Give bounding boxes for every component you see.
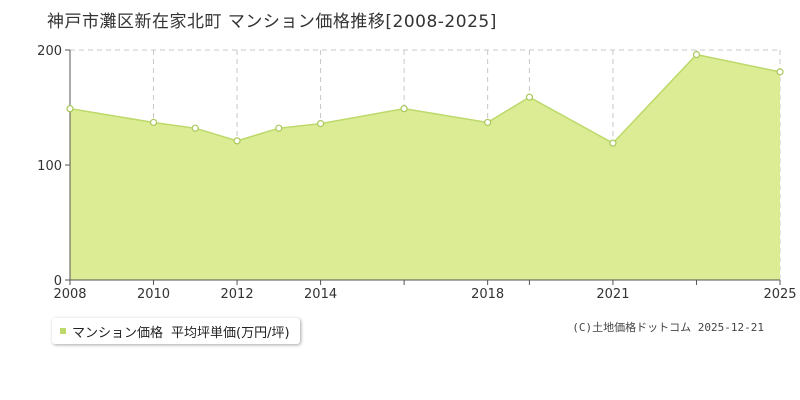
chart-title: 神戸市灘区新在家北町 マンション価格推移[2008-2025]	[47, 12, 497, 32]
legend-swatch	[60, 328, 66, 334]
data-point	[275, 124, 283, 132]
x-tick-label: 2025	[763, 287, 796, 302]
legend-unit-label: 平均坪単価(万円/坪)	[171, 325, 290, 341]
data-point	[149, 118, 158, 127]
y-tick-label: 200	[37, 44, 62, 59]
legend: マンション価格 平均坪単価(万円/坪)	[52, 318, 300, 344]
data-point	[316, 119, 325, 128]
points-layer	[66, 50, 784, 147]
series-line	[69, 53, 781, 145]
x-tick-label: 2018	[471, 287, 504, 302]
legend-series-label: マンション価格	[72, 325, 164, 341]
data-point	[400, 105, 408, 113]
x-tick-label: 2014	[304, 287, 337, 302]
data-point	[66, 105, 74, 113]
x-tick-label: 2010	[137, 287, 170, 302]
y-tick-label: 100	[37, 159, 62, 174]
data-point	[776, 68, 784, 76]
series-area	[70, 54, 780, 280]
data-point	[609, 139, 617, 147]
data-point	[191, 124, 199, 132]
x-tick-label: 2008	[53, 287, 86, 302]
copyright-text: (C)土地価格ドットコム 2025-12-21	[572, 321, 764, 334]
area-layer	[69, 53, 781, 280]
x-tick-label: 2012	[221, 287, 254, 302]
axis-layer	[65, 49, 781, 285]
data-point	[525, 93, 534, 101]
data-point	[233, 137, 241, 145]
y-tick-label: 0	[54, 274, 62, 289]
data-point	[484, 118, 492, 127]
x-tick-label: 2021	[596, 287, 629, 302]
label-layer: 0 100 200 2008 2010 2012 2014 2018 2021 2025	[37, 44, 796, 302]
data-point	[692, 50, 701, 59]
